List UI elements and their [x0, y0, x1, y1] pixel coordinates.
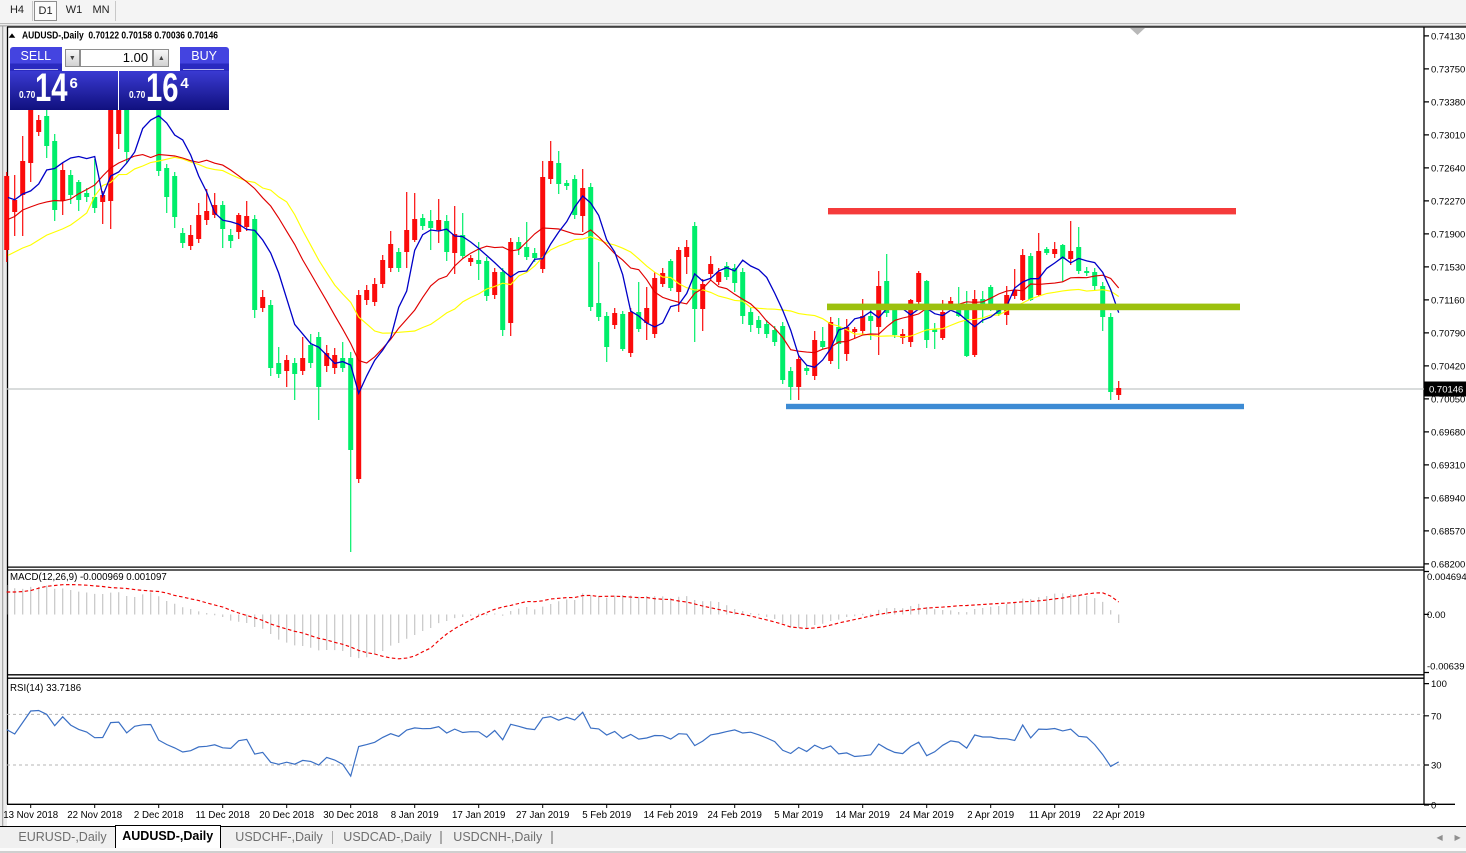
svg-text:0.74130: 0.74130 [1431, 31, 1465, 42]
svg-text:14 Feb 2019: 14 Feb 2019 [643, 810, 697, 821]
svg-text:0.69680: 0.69680 [1431, 427, 1465, 438]
svg-text:27 Jan 2019: 27 Jan 2019 [516, 810, 569, 821]
svg-text:0.73010: 0.73010 [1431, 130, 1465, 141]
svg-text:0.70790: 0.70790 [1431, 328, 1465, 339]
svg-text:2 Dec 2018: 2 Dec 2018 [134, 810, 184, 821]
svg-text:20 Dec 2018: 20 Dec 2018 [259, 810, 314, 821]
svg-text:0.70146: 0.70146 [1429, 385, 1463, 396]
svg-text:22 Apr 2019: 22 Apr 2019 [1093, 810, 1145, 821]
svg-text:0.70050: 0.70050 [1431, 394, 1465, 405]
svg-text:0.004694: 0.004694 [1427, 572, 1466, 583]
svg-text:100: 100 [1431, 679, 1447, 690]
svg-text:70: 70 [1431, 711, 1442, 722]
svg-text:17 Jan 2019: 17 Jan 2019 [452, 810, 505, 821]
svg-text:0.73750: 0.73750 [1431, 64, 1465, 75]
svg-text:0.68940: 0.68940 [1431, 493, 1465, 504]
svg-text:22 Nov 2018: 22 Nov 2018 [67, 810, 122, 821]
svg-text:0.71530: 0.71530 [1431, 262, 1465, 273]
svg-text:2 Apr 2019: 2 Apr 2019 [967, 810, 1014, 821]
svg-text:5 Mar 2019: 5 Mar 2019 [774, 810, 823, 821]
svg-text:11 Apr 2019: 11 Apr 2019 [1029, 810, 1081, 821]
svg-text:0.71900: 0.71900 [1431, 229, 1465, 240]
svg-text:13 Nov 2018: 13 Nov 2018 [3, 810, 58, 821]
svg-text:0.00: 0.00 [1427, 610, 1446, 621]
svg-text:0: 0 [1431, 801, 1436, 812]
svg-text:24 Feb 2019: 24 Feb 2019 [707, 810, 761, 821]
svg-text:0.72270: 0.72270 [1431, 196, 1465, 207]
svg-text:11 Dec 2018: 11 Dec 2018 [196, 810, 250, 821]
svg-text:30 Dec 2018: 30 Dec 2018 [323, 810, 378, 821]
svg-text:RSI(14) 33.7186: RSI(14) 33.7186 [10, 683, 81, 694]
svg-text:24 Mar 2019: 24 Mar 2019 [899, 810, 953, 821]
svg-text:0.70420: 0.70420 [1431, 361, 1465, 372]
svg-text:8 Jan 2019: 8 Jan 2019 [391, 810, 439, 821]
svg-text:0.68570: 0.68570 [1431, 526, 1465, 537]
svg-text:0.72640: 0.72640 [1431, 163, 1465, 174]
svg-text:14 Mar 2019: 14 Mar 2019 [835, 810, 889, 821]
svg-text:0.71160: 0.71160 [1431, 295, 1465, 306]
svg-text:AUDUSD-,Daily 0.70122 0.70158: AUDUSD-,Daily 0.70122 0.70158 0.70036 0.… [22, 31, 219, 42]
svg-text:0.68200: 0.68200 [1431, 559, 1465, 570]
svg-text:-0.00639: -0.00639 [1427, 662, 1465, 673]
svg-text:0.69310: 0.69310 [1431, 460, 1465, 471]
svg-text:5 Feb 2019: 5 Feb 2019 [582, 810, 631, 821]
svg-text:0.73380: 0.73380 [1431, 97, 1465, 108]
svg-text:MACD(12,26,9) -0.000969 0.0010: MACD(12,26,9) -0.000969 0.001097 [10, 572, 167, 583]
svg-text:30: 30 [1431, 761, 1442, 772]
